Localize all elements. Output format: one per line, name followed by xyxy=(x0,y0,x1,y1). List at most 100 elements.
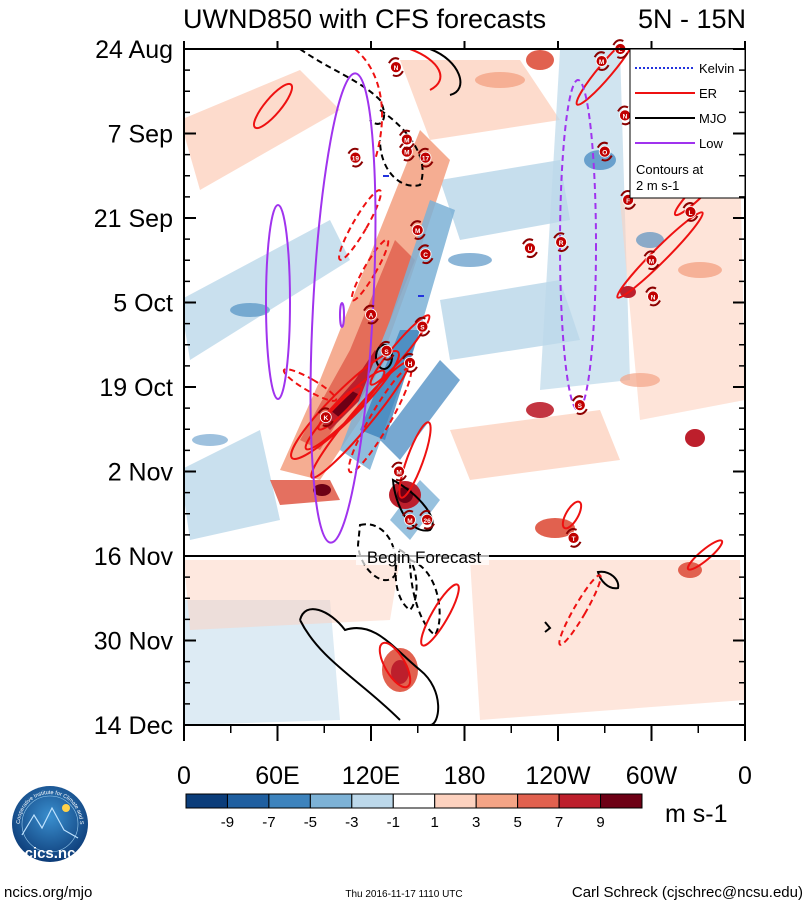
colorbar-swatch xyxy=(475,793,519,809)
tc-marker: 19 xyxy=(347,147,364,168)
anomaly-field xyxy=(184,49,745,725)
tc-marker-arm xyxy=(522,238,534,245)
legend-label-low: Low xyxy=(699,136,723,151)
tc-marker-arm xyxy=(317,407,330,414)
colorbar-label: -7 xyxy=(262,814,275,831)
y-axis: 24 Aug 7 Sep 21 Sep 5 Oct 19 Oct 2 Nov 16 Nov 3… xyxy=(94,36,745,740)
tc-marker-arm xyxy=(417,244,429,251)
tc-marker-label: K xyxy=(323,415,328,422)
chart-title: UWND850 with CFS forecasts xyxy=(183,4,546,34)
tc-marker-dot xyxy=(349,151,362,164)
tc-marker-dot xyxy=(404,513,416,526)
tc-marker-arm xyxy=(553,232,565,239)
footer-right: Carl Schreck (cjschrec@ncsu.edu) xyxy=(572,884,803,901)
tc-marker-arm xyxy=(422,161,434,168)
tc-marker-arm xyxy=(616,52,629,59)
tc-marker-label: M xyxy=(396,470,401,477)
tc-marker: S xyxy=(378,340,395,361)
colorbar-swatch xyxy=(392,793,436,809)
colorbar-swatch xyxy=(185,793,228,809)
tc-marker-dot xyxy=(421,513,434,526)
legend-note-line2: 2 m s-1 xyxy=(636,178,679,193)
forecast-label-bg xyxy=(356,547,489,565)
tc-marker-arm xyxy=(419,509,431,517)
tc-marker: M xyxy=(398,129,415,150)
y-tick-label: 5 Oct xyxy=(113,290,173,318)
tc-marker: M xyxy=(402,509,418,530)
x-tick-label: 180 xyxy=(444,762,486,790)
tc-marker-arm xyxy=(418,330,431,337)
y-tick-label: 19 Oct xyxy=(99,374,173,402)
logo-ring-text: Cooperative Institute for Climate and Sa… xyxy=(0,0,84,825)
tc-marker-arm xyxy=(417,147,429,155)
tc-marker-arm xyxy=(526,251,538,259)
tc-marker-dot xyxy=(555,236,568,249)
x-tick-label: 60W xyxy=(626,762,678,790)
tc-marker: A xyxy=(363,304,379,325)
tc-marker-arm xyxy=(682,202,694,209)
tc-marker-arm xyxy=(565,528,578,535)
tc-marker-arm xyxy=(596,141,609,149)
tc-marker-dot xyxy=(393,465,405,478)
tc-marker: T xyxy=(565,528,582,548)
colorbar-label: -1 xyxy=(387,814,400,831)
colorbar-swatch xyxy=(309,793,353,809)
colorbar-swatch xyxy=(558,793,602,809)
colorbar-label: -5 xyxy=(304,814,317,831)
tc-marker: N xyxy=(388,57,404,77)
tc-marker: S xyxy=(414,316,431,337)
tc-marker-arm xyxy=(570,541,582,548)
tc-marker-label: C xyxy=(423,252,428,259)
tc-marker-arm xyxy=(388,57,400,64)
tc-marker-label: N xyxy=(623,113,628,120)
y-tick-label: 2 Nov xyxy=(108,459,174,487)
tc-marker-dot xyxy=(684,206,697,218)
colorbar-label: 9 xyxy=(596,814,604,831)
x-tick-label: 0 xyxy=(738,762,752,790)
tc-marker-label: 26 xyxy=(423,518,431,525)
tc-marker-arm xyxy=(398,129,411,137)
tc-marker-arm xyxy=(392,70,404,77)
chart-region: 5N - 15N xyxy=(638,4,746,34)
tc-marker: C xyxy=(417,244,434,265)
tc-marker-label: H xyxy=(408,361,413,368)
tc-marker-label: U xyxy=(528,246,533,253)
colorbar-label: 1 xyxy=(431,814,439,831)
tc-marker-dot xyxy=(419,151,432,164)
tc-marker-label: N xyxy=(394,65,399,72)
tc-marker-label: M xyxy=(404,150,409,157)
tc-marker: K xyxy=(317,407,334,428)
footer-center: Thu 2016-11-17 1110 UTC xyxy=(345,889,462,900)
tc-marker-dot xyxy=(380,344,393,357)
tc-marker-label: R xyxy=(559,240,564,247)
x-axis: 0 60E 120E 180 120W 60W 0 xyxy=(177,41,752,790)
tc-marker-dot xyxy=(404,356,416,369)
tc-marker-arm xyxy=(601,155,613,162)
colorbar-swatch xyxy=(226,793,270,809)
tc-marker-arm xyxy=(403,143,415,150)
tc-marker-label: L xyxy=(688,210,692,217)
tc-marker: M xyxy=(391,461,407,482)
tc-marker-arm xyxy=(395,474,407,482)
y-tick-label: 7 Sep xyxy=(108,121,173,149)
tc-marker-arm xyxy=(402,509,414,517)
tc-marker-arm xyxy=(403,155,415,162)
tc-marker-arm xyxy=(391,461,403,469)
tc-marker-label: A xyxy=(369,313,374,320)
legend-label-er: ER xyxy=(699,86,717,101)
y-tick-label: 30 Nov xyxy=(94,628,174,656)
colorbar-swatch xyxy=(434,793,477,809)
colorbar-label: 5 xyxy=(513,814,521,831)
colorbar-swatch xyxy=(600,793,643,809)
tc-marker: M xyxy=(593,51,610,71)
tc-marker-arm xyxy=(649,299,661,307)
legend-box xyxy=(629,48,746,199)
tc-marker-arm xyxy=(406,523,418,530)
tc-marker-label: S xyxy=(384,349,389,356)
colorbar-label: -9 xyxy=(221,814,234,831)
tc-marker-dot xyxy=(419,248,432,261)
y-tick-label: 24 Aug xyxy=(95,36,173,64)
colorbar-units: m s-1 xyxy=(665,800,728,828)
tc-marker: M xyxy=(643,250,660,271)
tc-marker-label: M xyxy=(415,228,420,235)
